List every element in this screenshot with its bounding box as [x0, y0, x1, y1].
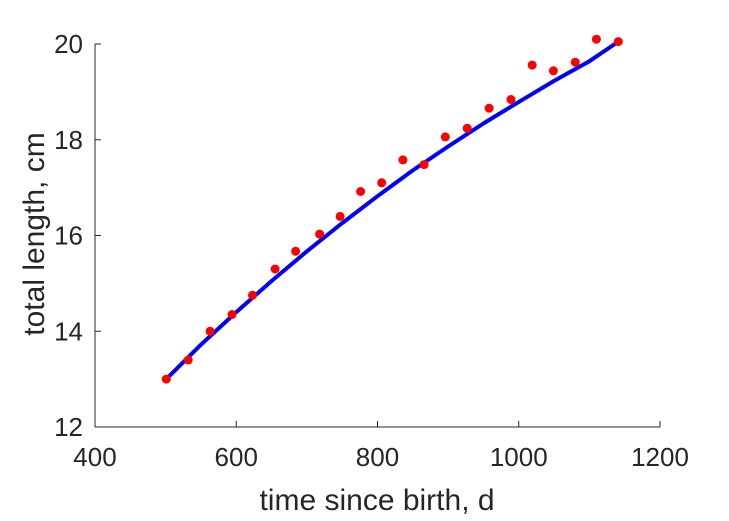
data-point: [315, 229, 325, 239]
data-point: [291, 246, 301, 256]
data-point: [506, 95, 516, 104]
x-tick-label: 1200: [631, 442, 689, 472]
data-point: [591, 34, 601, 44]
data-point: [161, 374, 171, 384]
x-tick-label: 800: [356, 442, 399, 472]
data-point: [548, 66, 558, 76]
y-tick-label: 12: [54, 412, 83, 442]
data-point: [527, 60, 537, 70]
x-tick-label: 1000: [490, 442, 548, 472]
data-point: [570, 57, 580, 67]
data-point: [398, 155, 408, 165]
x-tick-label: 600: [215, 442, 258, 472]
y-tick-label: 16: [54, 221, 83, 251]
data-point: [440, 132, 450, 142]
data-point: [462, 123, 472, 133]
data-point: [484, 103, 494, 113]
y-tick-label: 18: [54, 125, 83, 155]
axes: [94, 44, 660, 428]
data-point: [227, 310, 237, 319]
data-point: [248, 290, 257, 300]
data-point: [419, 160, 429, 170]
data-point: [335, 211, 345, 221]
ticks: 400 600 800 1000 1200 12 14 16 18 20: [54, 29, 689, 472]
data-point: [356, 187, 366, 196]
x-tick-label: 400: [73, 442, 116, 472]
y-tick-label: 20: [54, 29, 83, 59]
data-point: [270, 264, 280, 274]
y-tick-label: 14: [54, 316, 83, 346]
data-point: [377, 178, 387, 188]
fit-line-layer: [164, 39, 621, 382]
y-axis-label: total length, cm: [18, 132, 51, 335]
fit-line: [164, 39, 621, 382]
x-axis-label: time since birth, d: [259, 484, 494, 517]
data-point: [183, 355, 193, 365]
data-point: [613, 37, 623, 47]
data-point: [205, 326, 215, 336]
data-points-layer: [161, 34, 623, 384]
